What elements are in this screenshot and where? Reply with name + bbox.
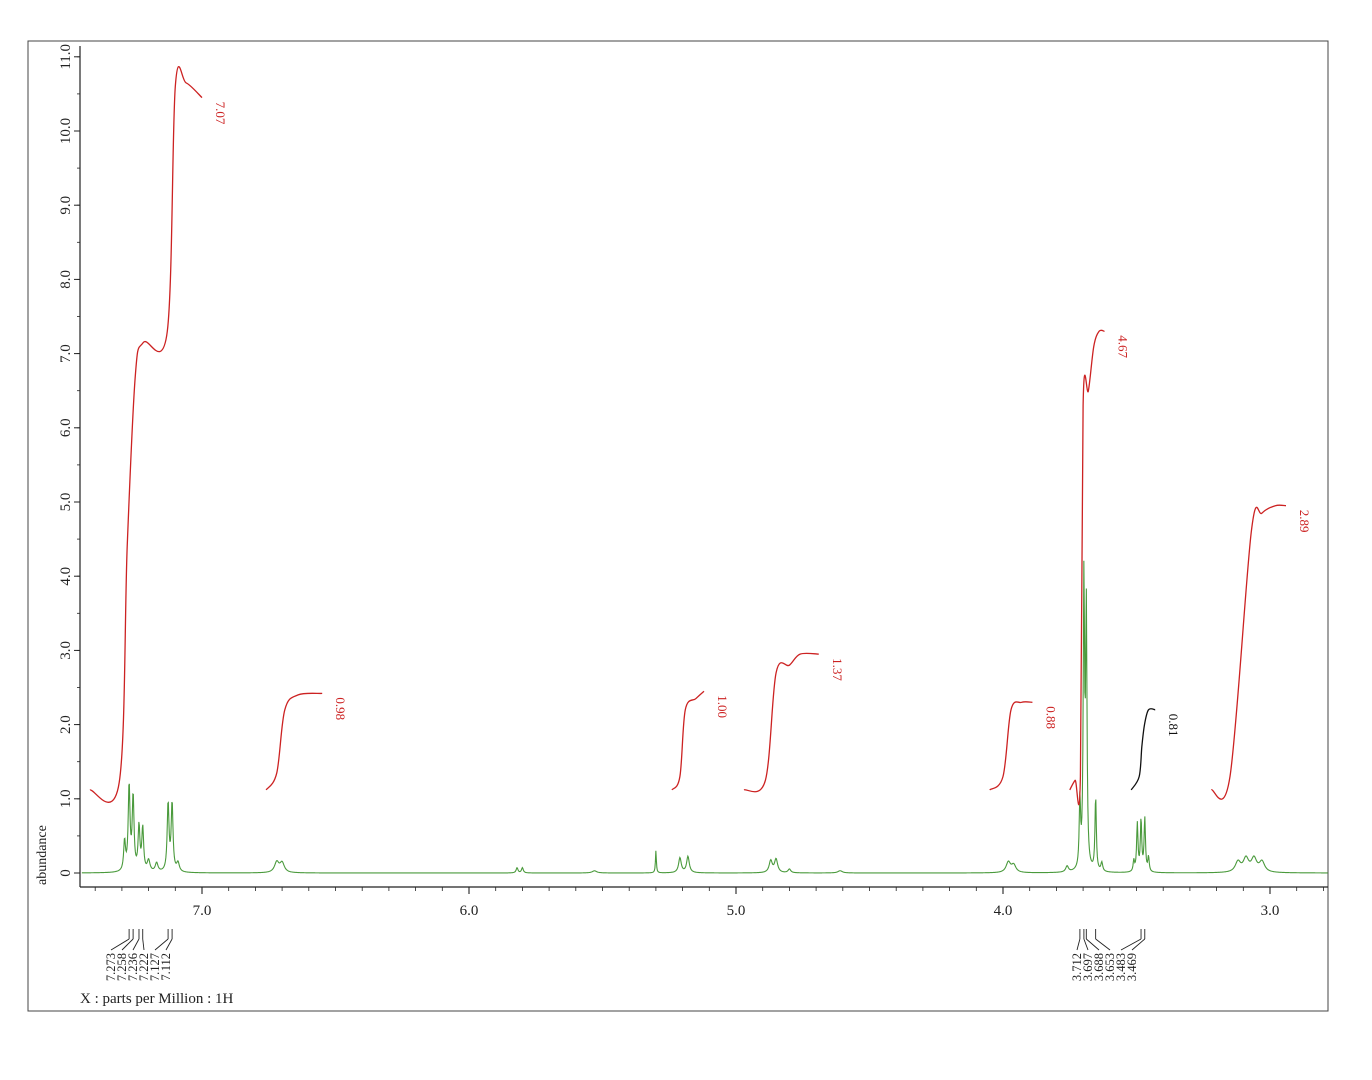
- integral-value-label: 2.89: [1297, 510, 1312, 533]
- y-tick-label: 7.0: [58, 344, 74, 363]
- peak-label-aliphatic: 3.697: [1081, 953, 1095, 981]
- peak-label-leader: [1131, 938, 1146, 951]
- y-tick-label: 10.0: [58, 118, 74, 144]
- y-tick-label: 4.0: [58, 567, 74, 586]
- integral-curve: [989, 701, 1033, 791]
- integral-curve: [671, 690, 705, 791]
- x-tick-label: 6.0: [460, 903, 479, 919]
- peak-label-aromatic: 7.258: [115, 953, 129, 981]
- peak-label-aliphatic: 3.712: [1070, 953, 1084, 981]
- integral-curve: [1130, 708, 1156, 791]
- integral-value-label: 0.88: [1043, 706, 1058, 729]
- peak-label-aliphatic: 3.688: [1092, 953, 1106, 981]
- integral-curve: [265, 692, 323, 791]
- spectrum-trace: [81, 560, 1328, 874]
- y-tick-label: 3.0: [58, 641, 74, 660]
- peak-label-leader: [1083, 938, 1089, 951]
- peak-label-aliphatic: 3.653: [1103, 953, 1117, 981]
- y-tick-label: 9.0: [58, 196, 74, 215]
- peak-label-leader: [1095, 938, 1111, 951]
- peak-label-leader: [1120, 938, 1142, 951]
- integral-value-label: 1.37: [830, 658, 845, 681]
- peak-label-leader: [121, 938, 134, 951]
- y-tick-label: 1.0: [58, 789, 74, 808]
- y-tick-label: 11.0: [58, 44, 74, 70]
- x-axis: 7.0 6.0 5.0 4.0 3.0: [80, 886, 1328, 919]
- integral-curve: [89, 66, 203, 803]
- peak-label-leader: [154, 938, 169, 951]
- peak-label-aromatic: 7.127: [148, 953, 162, 981]
- integral-value-label: 1.00: [715, 695, 730, 718]
- integral-value-label: 0.98: [333, 697, 348, 720]
- spectrum-line: [81, 560, 1328, 874]
- integral-curve: [743, 652, 819, 793]
- integral-curve: [1069, 329, 1105, 806]
- peak-label-aromatic: 7.236: [126, 953, 140, 981]
- x-tick-label: 3.0: [1261, 903, 1280, 919]
- plot-frame: [27, 40, 1329, 1012]
- y-axis: 0 1.0 2.0 3.0 4.0 5.0 6.0 7.0 8.0 9.0 10.0 11.0: [58, 44, 81, 887]
- y-tick-label: 6.0: [58, 418, 74, 437]
- y-axis-label: abundance: [35, 825, 50, 885]
- peak-label-leader: [1086, 938, 1100, 951]
- peak-label-aliphatic: 3.483: [1114, 953, 1128, 981]
- x-axis-label: X : parts per Million : 1H: [80, 991, 233, 1007]
- integral-value-label: 7.07: [213, 102, 228, 125]
- peak-label-leader: [165, 938, 173, 951]
- peak-label-leader: [132, 938, 140, 951]
- peak-label-aromatic: 7.273: [104, 953, 118, 981]
- peak-label-aliphatic: 3.469: [1125, 953, 1139, 981]
- x-tick-label: 7.0: [193, 903, 212, 919]
- integral-value-label: 4.67: [1116, 335, 1131, 358]
- y-tick-label: 8.0: [58, 270, 74, 289]
- x-tick-label: 5.0: [727, 903, 746, 919]
- x-tick-label: 4.0: [994, 903, 1013, 919]
- peak-label-leader: [1076, 938, 1081, 951]
- peak-label-leader: [142, 938, 145, 951]
- integral-curve: [1210, 504, 1287, 800]
- integral-value-label: 0.81: [1166, 714, 1181, 737]
- integral-curves: 7.07 0.98 1.00 1.37 0.88 4.67 0.81 2.89: [89, 66, 1312, 806]
- peak-label-aromatic: 7.112: [159, 953, 173, 981]
- y-tick-label: 5.0: [58, 493, 74, 512]
- y-tick-label: 0: [58, 869, 74, 877]
- peak-label-aromatic: 7.222: [137, 953, 151, 981]
- peak-label-leader: [110, 938, 130, 951]
- y-tick-label: 2.0: [58, 715, 74, 734]
